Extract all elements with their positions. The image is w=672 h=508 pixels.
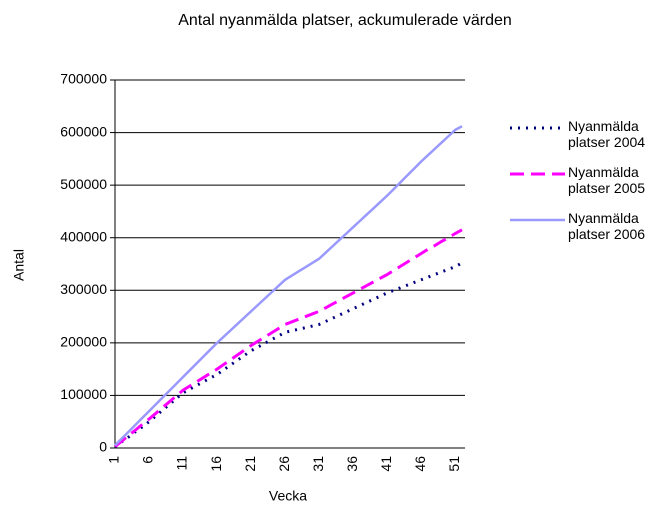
y-tick-label: 500000	[60, 176, 107, 192]
x-tick-label: 16	[208, 456, 224, 472]
chart-title: Antal nyanmälda platser, ackumulerade vä…	[178, 12, 512, 29]
x-tick-label: 21	[242, 456, 258, 472]
legend-label: Nyanmälda platser 2004	[568, 118, 646, 150]
legend-label: Nyanmälda platser 2006	[568, 210, 646, 242]
y-tick-label: 600000	[60, 123, 107, 139]
legend-item: Nyanmälda platser 2006	[568, 210, 646, 242]
x-tick-label: 51	[446, 456, 462, 472]
x-tick-label: 46	[412, 456, 428, 472]
legend-item: Nyanmälda platser 2005	[568, 164, 646, 196]
y-tick-label: 300000	[60, 281, 107, 297]
y-tick-label: 100000	[60, 386, 107, 402]
x-tick-label: 6	[140, 456, 156, 464]
y-tick-label: 0	[99, 439, 107, 455]
y-tick-label: 400000	[60, 228, 107, 244]
series-line	[114, 261, 463, 449]
x-tick-label: 31	[310, 456, 326, 472]
x-tick-label: 36	[344, 456, 360, 472]
x-tick-label: 41	[378, 456, 394, 472]
x-tick-label: 26	[276, 456, 292, 472]
legend-label: Nyanmälda platser 2005	[568, 164, 646, 196]
series-line	[114, 125, 463, 447]
x-tick-label: 1	[106, 456, 122, 464]
x-axis-label: Vecka	[269, 488, 307, 504]
x-tick-label: 11	[174, 456, 190, 471]
y-tick-label: 200000	[60, 334, 107, 350]
y-axis-label: Antal	[11, 249, 27, 281]
series-line	[114, 228, 463, 448]
y-tick-label: 700000	[60, 71, 107, 87]
legend-item: Nyanmälda platser 2004	[568, 118, 646, 150]
